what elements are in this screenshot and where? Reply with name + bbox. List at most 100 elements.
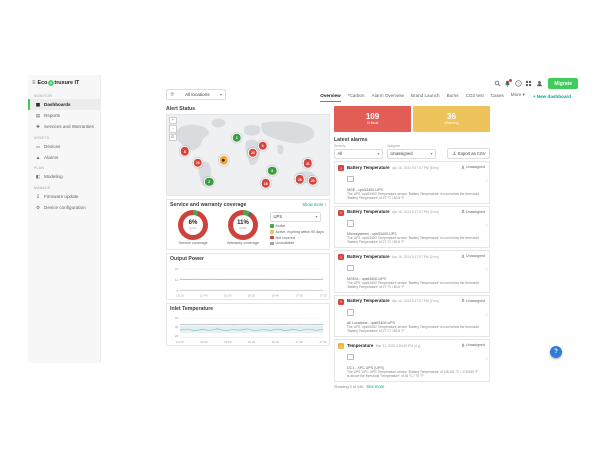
latest-alarms-title: Latest alarms: [334, 137, 368, 143]
warranty-coverage-donut-wrap: 11% Active Warranty coverage: [220, 209, 266, 246]
alarm-description: The UPS 'ups53400' Temperature sensor 'B…: [347, 191, 479, 200]
sidebar-section-header: Assets: [34, 136, 50, 140]
map-marker[interactable]: 18: [260, 178, 272, 189]
alarm-assignee[interactable]: Unassigned: [461, 298, 485, 303]
alarm-row[interactable]: ! Battery Temperature Apr 16, 2024 5:17:57…: [334, 250, 490, 293]
critical-card[interactable]: 109 Critical: [334, 106, 411, 132]
svg-text:16:00: 16:00: [224, 294, 232, 298]
map-marker[interactable]: 3: [257, 140, 268, 151]
apps-icon[interactable]: [525, 80, 532, 87]
alarm-assignee[interactable]: Unassigned: [461, 209, 485, 214]
map-marker[interactable]: 31: [302, 158, 314, 169]
sidebar-item-label: Devices: [44, 143, 61, 149]
sidebar-item-firmware-update[interactable]: ↧ Firmware update: [28, 191, 100, 202]
chevron-right-icon[interactable]: ›: [485, 356, 488, 363]
help-chat-button[interactable]: ?: [550, 346, 562, 358]
app-logo: Eco truxure IT: [38, 80, 80, 86]
warning-card[interactable]: 36 Warning: [413, 106, 490, 132]
legend-item-unavailable: Unavailable: [270, 241, 326, 245]
svg-text:15:20: 15:20: [176, 294, 184, 298]
sidebar-item-dashboards[interactable]: ▦ Dashboards: [28, 99, 100, 110]
export-csv-button[interactable]: Export as CSV: [447, 147, 490, 159]
chevron-right-icon[interactable]: ›: [485, 311, 488, 318]
legend-label: Unavailable: [275, 241, 295, 246]
top-header: ? Migrate: [101, 75, 583, 89]
map-marker[interactable]: 8: [179, 146, 191, 157]
alarm-assignee[interactable]: Unassigned: [461, 165, 485, 170]
download-icon: [452, 151, 456, 155]
sidebar-section-header: Monitor: [34, 94, 53, 98]
migrate-button[interactable]: Migrate: [548, 78, 578, 89]
tab-co2-test[interactable]: CO2 test: [465, 93, 484, 98]
map-marker[interactable]: 3: [231, 132, 242, 143]
alarm-description: The UPS 'ups53400' Temperature sensor 'B…: [347, 325, 479, 334]
chevron-right-icon[interactable]: ›: [485, 222, 488, 229]
coverage-show-more-link[interactable]: Show more ›: [302, 202, 326, 207]
alarm-timestamp: Mar 31, 2020 3:50:49 PM (4 y): [375, 343, 421, 348]
device-tag-chip: [347, 264, 354, 272]
alarm-row[interactable]: ! Battery Temperature Apr 16, 2024 5:17:57…: [334, 294, 490, 338]
new-dashboard-link[interactable]: + New dashboard: [532, 94, 571, 99]
inlet-temperature-title: Inlet Temperature: [170, 305, 214, 312]
alarm-content: Battery Temperature Apr 16, 2024 5:17:57 …: [347, 298, 481, 334]
search-icon[interactable]: [494, 80, 501, 87]
world-map[interactable]: + − ⊡ 3 8 19 23 3 2 6 18 31 26 20: [166, 113, 330, 196]
tab-overview[interactable]: Overview: [320, 93, 341, 102]
sidebar-item-reports[interactable]: ▤ Reports: [28, 110, 100, 121]
severity-dropdown[interactable]: All ▾: [334, 148, 383, 159]
tab-brand-launch[interactable]: Brand Launch: [410, 93, 440, 98]
alarm-row[interactable]: ! Battery Temperature Apr 16, 2024 5:17:57…: [334, 161, 490, 204]
alarm-title: Temperature: [347, 342, 374, 348]
svg-text:30: 30: [175, 325, 179, 329]
sidebar-item-devices[interactable]: ▭ Devices: [28, 141, 100, 152]
tab-alarm-overview[interactable]: Alarm Overview: [371, 93, 404, 98]
see-more-link[interactable]: See more: [366, 384, 385, 390]
filter-value: Unassigned: [390, 151, 413, 156]
tab-carbon[interactable]: *Carbon: [347, 93, 365, 98]
location-dropdown[interactable]: All locations ▾: [166, 89, 226, 100]
device-type-dropdown[interactable]: UPS ▾: [270, 211, 321, 222]
notifications-icon[interactable]: [504, 79, 513, 87]
user-icon: [461, 254, 465, 259]
alarm-row[interactable]: ! Battery Temperature Apr 16, 2024 5:17:57…: [334, 205, 490, 249]
map-marker[interactable]: [218, 154, 229, 166]
assignee-label: Unassigned: [466, 343, 485, 348]
logo-bolt-icon: [48, 80, 54, 86]
output-power-chart-svg: 0 1k 2k 15:20 15:40 16:00 16:20 16:40 17:00 17:20: [175, 267, 327, 298]
map-marker[interactable]: 20: [307, 175, 319, 187]
location-value: All locations: [184, 92, 210, 97]
map-marker[interactable]: 2: [203, 176, 215, 187]
zoom-in-button[interactable]: +: [169, 116, 177, 124]
map-marker[interactable]: 19: [192, 157, 204, 168]
menu-icon[interactable]: ≡: [32, 80, 36, 86]
tab-burns[interactable]: Burns: [446, 93, 459, 98]
assignee-dropdown[interactable]: Unassigned ▾: [387, 148, 436, 159]
svg-text:15:20: 15:20: [176, 340, 184, 344]
sidebar-item-services-and-warranties[interactable]: ✚ Services and Warranties: [28, 121, 100, 132]
chevron-right-icon[interactable]: ›: [485, 267, 488, 274]
alarm-timestamp: Apr 16, 2024 5:17:57 PM (8 mo): [392, 165, 440, 170]
notification-badge: [509, 79, 513, 82]
coverage-side: UPS ▾ Active Active, expiring within 90 d…: [270, 210, 326, 246]
donut-center: 6% Active: [183, 214, 203, 235]
output-power-title: Output Power: [170, 255, 205, 262]
layers-button[interactable]: ⊡: [169, 133, 177, 141]
sidebar-item-device-configuration[interactable]: ⚙ Device configuration: [28, 202, 100, 213]
map-marker[interactable]: 23: [247, 147, 259, 159]
alarm-content: Battery Temperature Apr 16, 2024 5:17:57 …: [347, 165, 481, 201]
sidebar-item-alarms[interactable]: ▲ Alarms: [28, 152, 100, 162]
map-marker[interactable]: 6: [267, 165, 278, 176]
sidebar-item-modeling[interactable]: ◧ Modeling: [28, 171, 100, 182]
alarm-row[interactable]: ! Temperature Mar 31, 2020 3:50:49 PM (4 y…: [334, 339, 490, 382]
avatar[interactable]: [536, 80, 543, 87]
svg-text:17:20: 17:20: [319, 294, 327, 298]
tab-cases[interactable]: Cases: [490, 93, 504, 98]
tab-more[interactable]: More ▾: [510, 92, 525, 97]
alarm-assignee[interactable]: Unassigned: [461, 254, 485, 259]
zoom-out-button[interactable]: −: [169, 125, 177, 133]
chevron-right-icon[interactable]: ›: [485, 178, 488, 185]
map-marker[interactable]: 26: [294, 174, 306, 185]
critical-severity-icon: !: [338, 254, 344, 261]
alarm-assignee[interactable]: Unassigned: [461, 343, 485, 348]
help-icon[interactable]: ?: [515, 80, 522, 87]
